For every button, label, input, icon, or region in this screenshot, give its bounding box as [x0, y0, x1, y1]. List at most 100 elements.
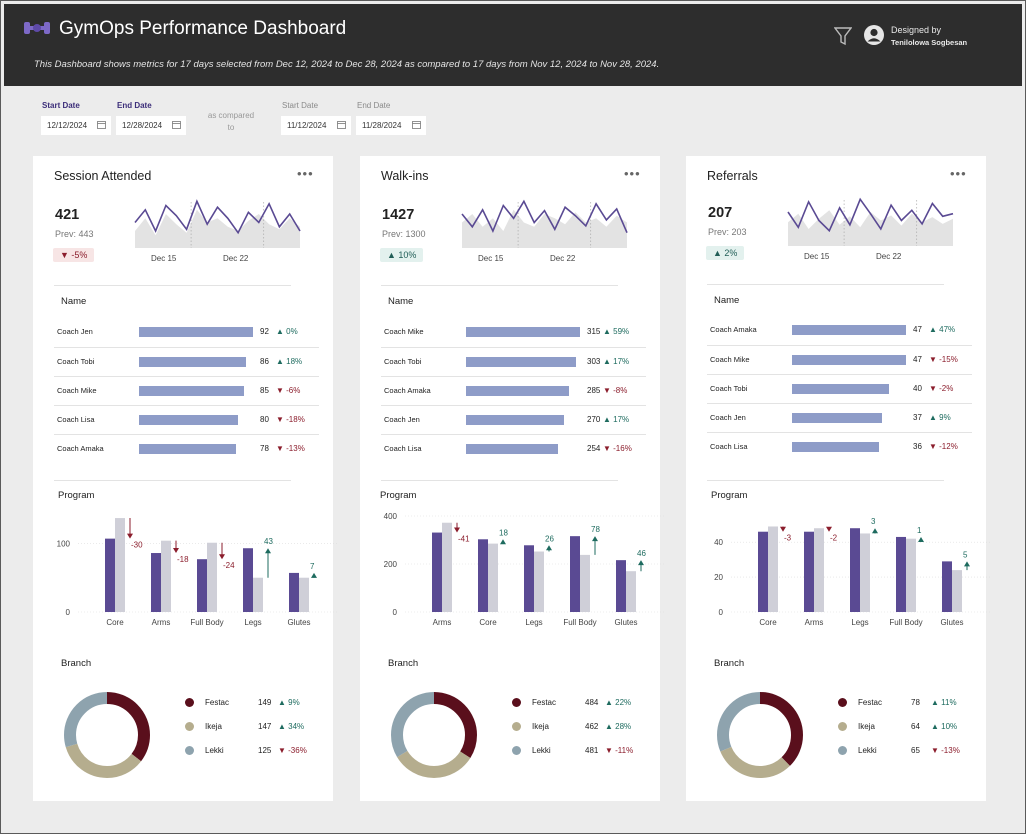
- name-row[interactable]: Coach Mike 85 ▼ -6%: [54, 376, 319, 405]
- name-row[interactable]: Coach Mike 47 ▼ -15%: [707, 345, 972, 374]
- name-row[interactable]: Coach Tobi 303 ▲ 17%: [381, 347, 646, 376]
- user-icon[interactable]: [863, 24, 885, 46]
- kpi-change-badge: ▲ 2%: [706, 246, 745, 260]
- branch-value: 78: [911, 698, 920, 707]
- program-bar-previous: [442, 522, 452, 612]
- legend-item-ikeja[interactable]: Ikeja 147 ▲ 34%: [183, 721, 323, 745]
- sparkline-current-line: [787, 197, 954, 233]
- program-bar-previous: [814, 528, 824, 612]
- legend-swatch: [838, 698, 847, 707]
- delta-arrow-head: [219, 554, 225, 560]
- end-date-input[interactable]: 12/28/2024: [116, 116, 186, 135]
- name-row[interactable]: Coach Lisa 254 ▼ -16%: [381, 434, 646, 463]
- more-dots-icon[interactable]: •••: [624, 166, 641, 181]
- name-row[interactable]: Coach Amaka 285 ▼ -8%: [381, 376, 646, 405]
- delta-arrow-head: [311, 572, 317, 578]
- coach-value: 36: [913, 442, 922, 451]
- section-divider: [707, 284, 944, 285]
- x-tick-label: Glutes: [614, 618, 637, 627]
- sparkline-date-label: Dec 15: [804, 252, 830, 261]
- calendar-icon[interactable]: [172, 120, 181, 129]
- branch-donut-chart: [717, 692, 803, 778]
- kpi-previous: Prev: 443: [55, 229, 94, 239]
- kpi-value: 207: [708, 205, 733, 221]
- program-bar-current: [896, 536, 906, 612]
- coach-change: ▼ -8%: [603, 386, 628, 395]
- program-bar-chart: 0 200 400 Arms -41 Core 18 Legs 26 Full Body 78 Glu…: [384, 512, 665, 627]
- name-row[interactable]: Coach Lisa 36 ▼ -12%: [707, 432, 972, 461]
- delta-arrow-head: [780, 526, 786, 532]
- coach-value-bar: [792, 325, 906, 335]
- branch-section-header: Branch: [388, 658, 419, 669]
- branch-name: Ikeja: [205, 722, 222, 731]
- coach-change: ▼ -18%: [276, 415, 305, 424]
- program-bar-previous: [768, 526, 778, 612]
- name-section-header: Name: [388, 296, 414, 307]
- y-tick-label: 0: [393, 608, 398, 617]
- coach-change: ▲ 17%: [603, 357, 630, 366]
- more-dots-icon[interactable]: •••: [297, 166, 314, 181]
- coach-value-bar: [139, 327, 253, 337]
- legend-item-lekki[interactable]: Lekki 481 ▼ -11%: [510, 745, 650, 769]
- start-date-input[interactable]: 12/12/2024: [41, 116, 111, 135]
- calendar-icon[interactable]: [337, 120, 346, 129]
- name-row[interactable]: Coach Tobi 40 ▼ -2%: [707, 374, 972, 403]
- program-bar-current: [197, 559, 207, 612]
- program-bar-previous: [860, 533, 870, 612]
- coach-value: 285: [587, 386, 601, 395]
- legend-item-ikeja[interactable]: Ikeja 64 ▲ 10%: [836, 721, 976, 745]
- program-bar-current: [524, 545, 534, 612]
- legend-item-lekki[interactable]: Lekki 65 ▼ -13%: [836, 745, 976, 769]
- name-row[interactable]: Coach Tobi 86 ▲ 18%: [54, 347, 319, 376]
- metric-card-0: Session Attended ••• 421 Prev: 443 ▼ -5% Dec …: [33, 156, 338, 801]
- coach-value: 254: [587, 444, 601, 453]
- legend-item-festac[interactable]: Festac 484 ▲ 22%: [510, 697, 650, 721]
- trend-sparkline: Dec 15 Dec 22: [134, 199, 301, 263]
- legend-item-festac[interactable]: Festac 149 ▲ 9%: [183, 697, 323, 721]
- kpi-value: 1427: [382, 207, 415, 223]
- coach-value: 78: [260, 444, 269, 453]
- name-row[interactable]: Coach Mike 315 ▲ 59%: [381, 318, 646, 347]
- legend-item-lekki[interactable]: Lekki 125 ▼ -36%: [183, 745, 323, 769]
- donut-slice-ikeja: [717, 692, 803, 778]
- coach-name: Coach Lisa: [384, 444, 422, 453]
- branch-change: ▲ 9%: [278, 698, 300, 707]
- coach-value: 85: [260, 386, 269, 395]
- branch-legend: Festac 78 ▲ 11% Ikeja 64 ▲ 10% Lekki 65 ▼ -13%: [836, 697, 976, 769]
- prev-start-date-input[interactable]: 11/12/2024: [281, 116, 351, 135]
- program-bar-current: [289, 572, 299, 612]
- kpi-change-badge: ▼ -5%: [53, 248, 95, 262]
- branch-name: Festac: [532, 698, 557, 707]
- coach-name: Coach Jen: [57, 327, 93, 336]
- x-tick-label: Core: [759, 618, 777, 627]
- name-row[interactable]: Coach Jen 270 ▲ 17%: [381, 405, 646, 434]
- delta-label: -41: [458, 535, 470, 544]
- name-row[interactable]: Coach Amaka 78 ▼ -13%: [54, 434, 319, 463]
- prev-end-date-label: End Date: [357, 101, 391, 110]
- x-tick-label: Legs: [851, 618, 868, 627]
- coach-name: Coach Lisa: [710, 442, 748, 451]
- section-divider: [381, 285, 618, 286]
- name-row[interactable]: Coach Jen 37 ▲ 9%: [707, 403, 972, 432]
- delta-arrow-head: [173, 548, 179, 554]
- branch-name: Festac: [858, 698, 883, 707]
- delta-arrow-head: [265, 548, 271, 554]
- calendar-icon[interactable]: [97, 120, 106, 129]
- legend-item-ikeja[interactable]: Ikeja 462 ▲ 28%: [510, 721, 650, 745]
- name-row[interactable]: Coach Amaka 47 ▲ 47%: [707, 316, 972, 345]
- name-row[interactable]: Coach Lisa 80 ▼ -18%: [54, 405, 319, 434]
- coach-change: ▼ -16%: [603, 444, 632, 453]
- legend-swatch: [185, 722, 194, 731]
- legend-item-festac[interactable]: Festac 78 ▲ 11%: [836, 697, 976, 721]
- prev-end-date-input[interactable]: 11/28/2024: [356, 116, 426, 135]
- funnel-icon[interactable]: [834, 26, 852, 46]
- calendar-icon[interactable]: [412, 120, 421, 129]
- delta-label: 1: [917, 526, 922, 535]
- name-row[interactable]: Coach Jen 92 ▲ 0%: [54, 318, 319, 347]
- x-tick-label: Glutes: [287, 618, 310, 627]
- coach-change: ▼ -2%: [929, 384, 954, 393]
- coach-change: ▼ -13%: [276, 444, 305, 453]
- y-tick-label: 200: [384, 560, 398, 569]
- more-dots-icon[interactable]: •••: [950, 166, 967, 181]
- coach-change: ▼ -6%: [276, 386, 301, 395]
